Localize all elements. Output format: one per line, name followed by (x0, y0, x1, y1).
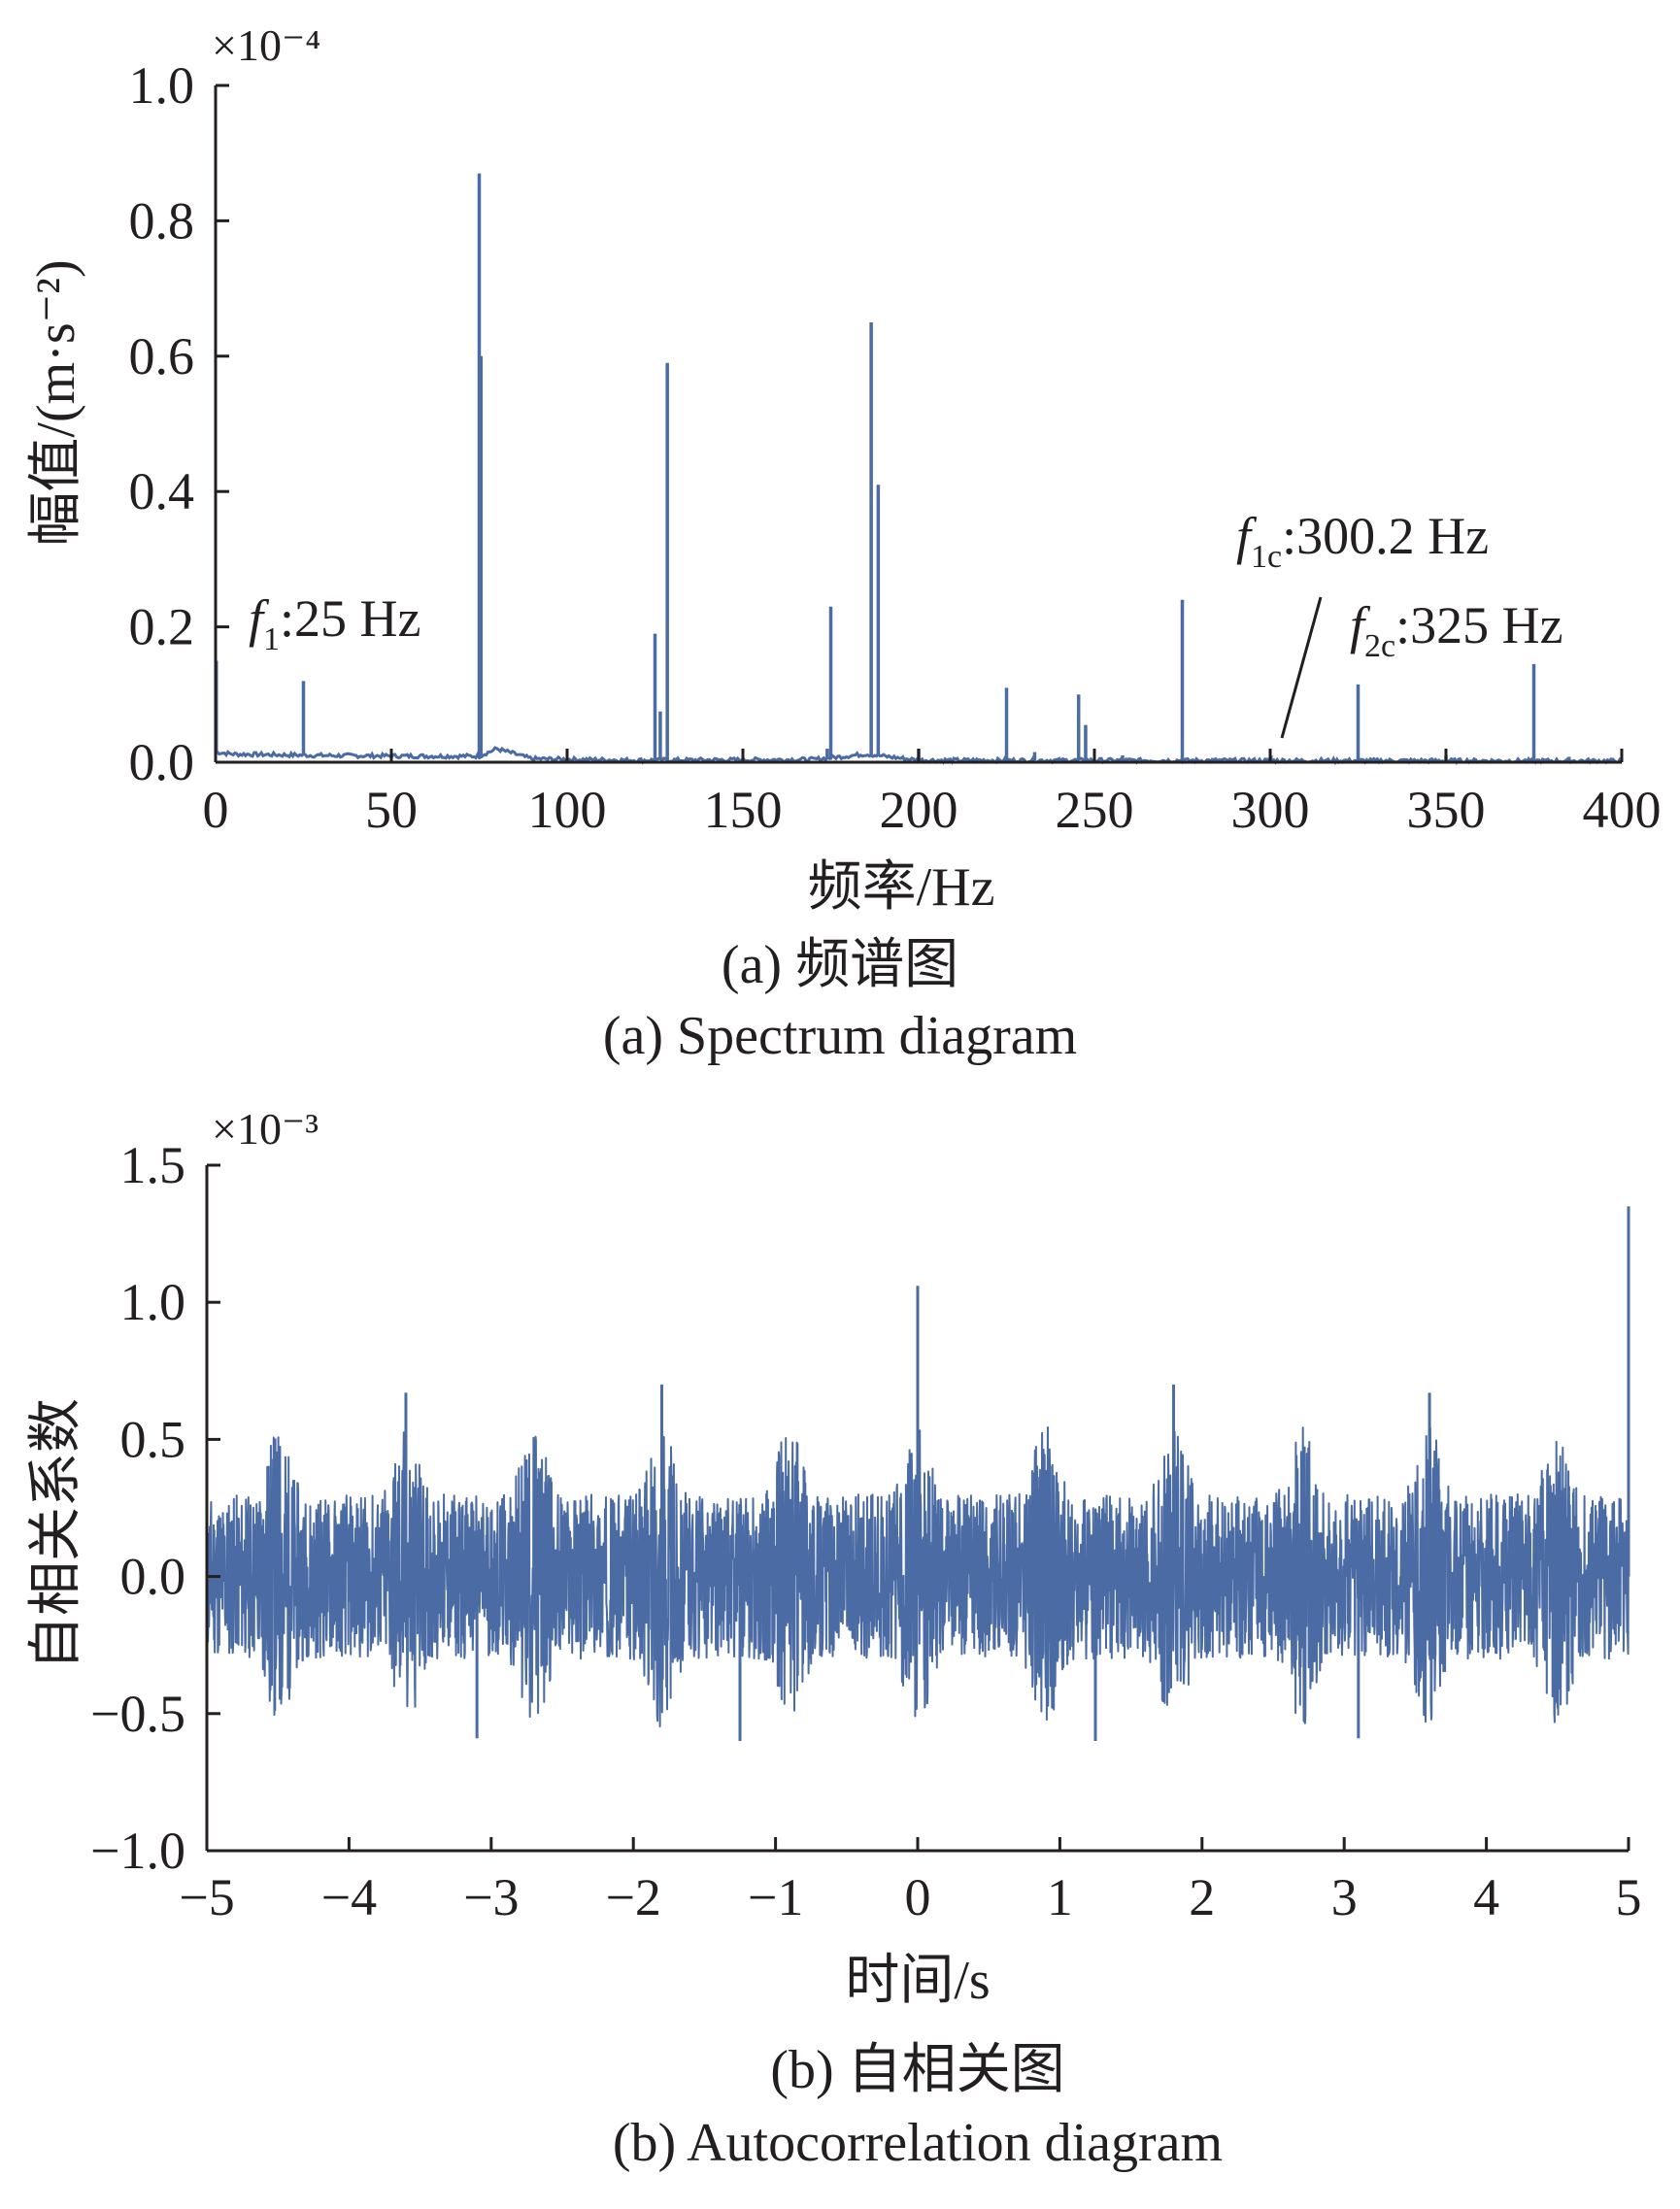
x-tick-label: 3 (1331, 1868, 1358, 1926)
x-tick-label: −5 (179, 1868, 234, 1926)
x-tick-label: 300 (1231, 781, 1310, 839)
annotation-f2c: f2c:325 Hz (1350, 596, 1563, 664)
autocorrelation-caption-cn: (b) 自相关图 (770, 2040, 1064, 2100)
x-tick-label: 4 (1473, 1868, 1499, 1926)
x-tick-label: 250 (1056, 781, 1134, 839)
autocorrelation-caption-en: (b) Autocorrelation diagram (613, 2113, 1223, 2173)
spectrum-caption-en: (a) Spectrum diagram (603, 1006, 1077, 1066)
x-tick-label: −4 (321, 1868, 377, 1926)
x-tick-label: 1 (1047, 1868, 1073, 1926)
x-tick-label: 0 (905, 1868, 931, 1926)
autocorrelation-series (205, 1206, 1630, 1742)
y-tick-label: 0.4 (129, 462, 195, 520)
spectrum-y-ticks: 0.0 0.2 0.4 0.6 0.8 1.0 (129, 56, 229, 791)
autocorrelation-y-multiplier: ×10⁻³ (212, 1104, 319, 1154)
y-tick-label: 0.0 (129, 733, 195, 791)
x-tick-label: 0 (203, 781, 229, 839)
y-tick-label: −0.5 (90, 1685, 185, 1743)
x-tick-label: 100 (528, 781, 607, 839)
y-tick-label: −1.0 (90, 1822, 185, 1880)
x-tick-label: 400 (1583, 781, 1662, 839)
spectrum-series (214, 173, 1623, 766)
x-tick-label: −3 (463, 1868, 519, 1926)
y-tick-label: 0.6 (129, 327, 195, 385)
y-tick-label: 1.0 (129, 56, 195, 115)
spectrum-y-multiplier: ×10⁻⁴ (212, 20, 320, 70)
spectrum-y-axis-label: 幅值/(m·s⁻²) (26, 259, 86, 546)
autocorrelation-x-ticks: −5 −4 −3 −2 −1 0 1 2 3 4 5 (179, 1837, 1642, 1926)
y-tick-label: 0.8 (129, 191, 195, 250)
autocorrelation-y-ticks: −1.0 −0.5 0.0 0.5 1.0 1.5 (90, 1136, 220, 1880)
x-tick-label: −1 (748, 1868, 803, 1926)
spectrum-caption-cn: (a) 频谱图 (722, 935, 958, 995)
x-tick-label: 5 (1616, 1868, 1642, 1926)
y-tick-label: 0.0 (120, 1548, 186, 1606)
y-tick-label: 0.5 (120, 1410, 186, 1468)
spectrum-chart: 0 50 100 150 200 250 300 350 400 0.0 0.2 0.4 0.6 0.8… (26, 20, 1662, 1066)
x-tick-label: 2 (1189, 1868, 1215, 1926)
x-tick-label: 200 (880, 781, 958, 839)
autocorrelation-chart: −5 −4 −3 −2 −1 0 1 2 3 4 5 −1.0 −0.5 0.0 0.5 1.0 1.5 ×1… (26, 1104, 1642, 2173)
x-tick-label: 150 (704, 781, 783, 839)
x-tick-label: 50 (365, 781, 418, 839)
spectrum-x-axis-label: 频率/Hz (808, 857, 995, 918)
x-tick-label: 350 (1407, 781, 1486, 839)
y-tick-label: 0.2 (129, 598, 195, 656)
x-tick-label: −2 (605, 1868, 660, 1926)
autocorrelation-x-axis-label: 时间/s (845, 1951, 990, 2011)
autocorrelation-y-axis-label: 自相关系数 (26, 1398, 86, 1670)
y-tick-label: 1.5 (120, 1136, 186, 1194)
spectrum-x-ticks: 0 50 100 150 200 250 300 350 400 (203, 749, 1662, 839)
y-tick-label: 1.0 (120, 1273, 186, 1331)
spectrum-axes (214, 85, 1622, 764)
annotation-f1c: f1c:300.2 Hz (1236, 507, 1489, 575)
annotation-f1: f1:25 Hz (249, 589, 420, 657)
annotation-leader-line (1280, 596, 1323, 739)
